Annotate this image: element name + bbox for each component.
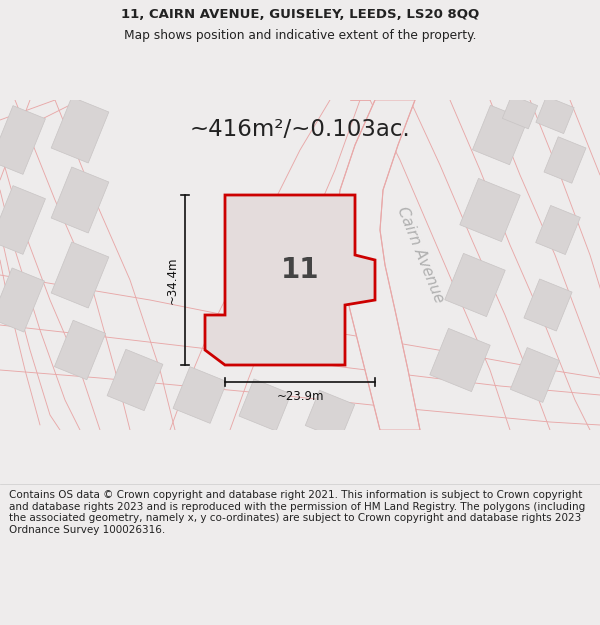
Polygon shape: [51, 242, 109, 308]
Polygon shape: [544, 137, 586, 183]
Polygon shape: [335, 100, 420, 430]
Text: Contains OS data © Crown copyright and database right 2021. This information is : Contains OS data © Crown copyright and d…: [9, 490, 585, 535]
Polygon shape: [239, 379, 291, 431]
Text: Cairn Avenue: Cairn Avenue: [394, 205, 446, 305]
Polygon shape: [536, 206, 580, 254]
Text: 11, CAIRN AVENUE, GUISELEY, LEEDS, LS20 8QQ: 11, CAIRN AVENUE, GUISELEY, LEEDS, LS20 …: [121, 8, 479, 21]
Text: 11: 11: [281, 256, 319, 284]
Text: ~34.4m: ~34.4m: [166, 256, 179, 304]
Polygon shape: [430, 328, 490, 392]
Polygon shape: [0, 186, 46, 254]
Polygon shape: [472, 105, 527, 165]
Polygon shape: [173, 367, 227, 423]
Polygon shape: [524, 279, 572, 331]
Text: ~416m²/~0.103ac.: ~416m²/~0.103ac.: [190, 119, 410, 141]
Polygon shape: [511, 348, 560, 403]
Polygon shape: [536, 96, 574, 134]
Polygon shape: [460, 178, 520, 242]
Polygon shape: [55, 320, 106, 380]
Polygon shape: [107, 349, 163, 411]
Polygon shape: [51, 97, 109, 163]
Polygon shape: [445, 253, 505, 317]
Text: Map shows position and indicative extent of the property.: Map shows position and indicative extent…: [124, 29, 476, 42]
Polygon shape: [51, 167, 109, 233]
Polygon shape: [305, 390, 355, 440]
Text: ~23.9m: ~23.9m: [276, 390, 324, 403]
Polygon shape: [205, 195, 375, 365]
Polygon shape: [502, 95, 538, 129]
Polygon shape: [0, 106, 46, 174]
Polygon shape: [0, 268, 44, 332]
